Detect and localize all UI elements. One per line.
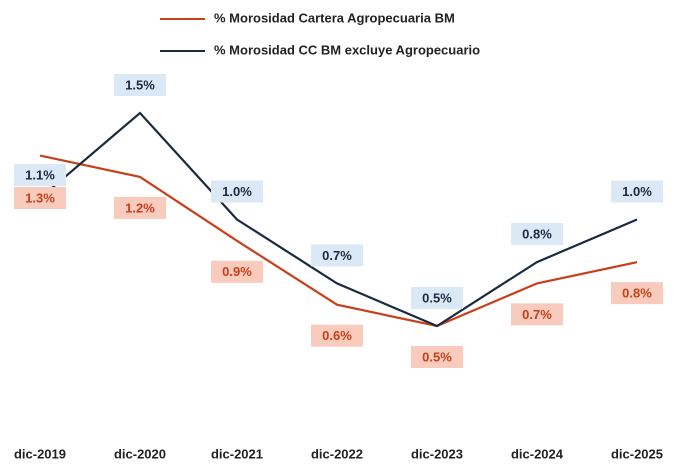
data-label-text: 0.9% — [222, 264, 252, 279]
data-label-bg — [211, 260, 263, 283]
data-label-text: 0.6% — [322, 328, 352, 343]
legend-label: % Morosidad Cartera Agropecuaria BM — [214, 10, 455, 25]
data-label-text: 1.0% — [222, 184, 252, 199]
data-label: 0.7% — [311, 244, 363, 267]
data-label: 1.2% — [114, 196, 166, 219]
data-label: 1.1% — [14, 164, 66, 186]
data-label-text: 0.5% — [422, 290, 452, 305]
data-label-text: 1.0% — [622, 184, 652, 199]
data-label-text: 0.7% — [322, 248, 352, 263]
x-tick-label: dic-2022 — [311, 446, 363, 461]
data-label-text: 1.3% — [25, 190, 55, 205]
data-label: 1.0% — [211, 180, 263, 203]
data-label: 0.5% — [411, 346, 463, 368]
data-label: 0.8% — [511, 223, 563, 246]
data-label-text: 1.5% — [125, 77, 155, 92]
data-label-text: 0.8% — [522, 227, 552, 242]
x-tick-label: dic-2021 — [211, 446, 263, 461]
x-tick-label: dic-2020 — [114, 446, 166, 461]
x-tick-label: dic-2024 — [511, 446, 564, 461]
data-label: 1.3% — [14, 187, 66, 209]
data-label-bg — [411, 287, 463, 309]
x-tick-label: dic-2025 — [611, 446, 663, 461]
data-label-bg — [114, 196, 166, 219]
data-label: 1.0% — [611, 180, 663, 203]
data-label-text: 1.1% — [25, 167, 55, 182]
data-label-text: 0.7% — [522, 307, 552, 322]
data-label: 0.8% — [611, 282, 663, 305]
legend-label: % Morosidad CC BM excluye Agropecuario — [214, 42, 480, 57]
data-label: 0.7% — [511, 303, 563, 326]
data-label: 0.9% — [211, 260, 263, 283]
data-label-bg — [511, 303, 563, 326]
data-label-bg — [14, 164, 66, 186]
data-label: 0.6% — [311, 324, 363, 347]
data-label-text: 0.5% — [422, 349, 452, 364]
data-label-bg — [611, 180, 663, 203]
data-label: 1.5% — [114, 74, 166, 96]
series-line — [39, 154, 638, 328]
series-line — [39, 111, 638, 328]
data-label-bg — [611, 282, 663, 305]
data-label-bg — [311, 244, 363, 267]
data-label-bg — [311, 324, 363, 347]
data-label: 0.5% — [411, 287, 463, 309]
data-label-bg — [511, 223, 563, 246]
data-label-text: 1.2% — [125, 200, 155, 215]
data-label-bg — [211, 180, 263, 203]
x-tick-label: dic-2019 — [14, 446, 66, 461]
data-label-bg — [411, 346, 463, 368]
x-tick-label: dic-2023 — [411, 446, 463, 461]
data-label-text: 0.8% — [622, 286, 652, 301]
data-label-bg — [14, 187, 66, 209]
data-label-bg — [114, 74, 166, 96]
